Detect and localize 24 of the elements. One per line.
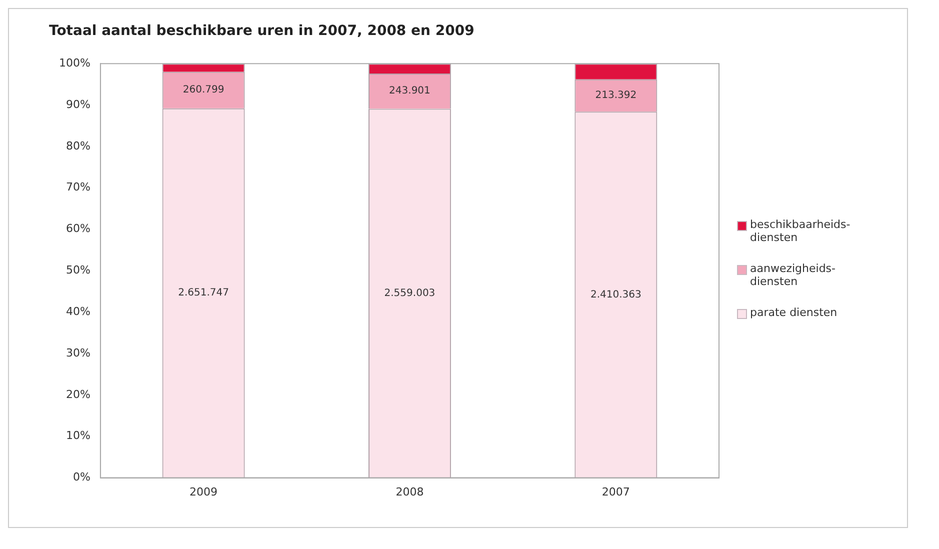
x-tick-label: 2009	[190, 485, 218, 498]
annotation: 2.410.363	[590, 289, 642, 300]
y-tick-label: 0%	[72, 470, 90, 484]
y-tick-label: 90%	[66, 98, 90, 111]
legend-label: aanwezigheids-diensten	[750, 262, 837, 288]
y-tick-label: 80%	[66, 139, 90, 152]
y-tick-label: 10%	[66, 429, 90, 442]
annotation: 2.559.003	[384, 288, 436, 299]
annotation: 2.651.747	[178, 288, 229, 299]
y-tick-label: 40%	[66, 304, 90, 318]
y-tick-label: 60%	[66, 222, 90, 236]
legend-label: parate diensten	[750, 306, 838, 318]
x-tick-label: 2007	[602, 485, 630, 498]
annotation: 213.392	[595, 90, 637, 102]
chart-title: Totaal aantal beschikbare uren in 2007, 2008 en 2009	[49, 23, 476, 39]
annotation: 260.799	[182, 84, 224, 96]
y-tick-label: 30%	[66, 346, 90, 360]
y-tick-label: 20%	[66, 388, 90, 401]
y-tick-label: 100%	[58, 56, 90, 70]
y-tick-label: 70%	[66, 180, 90, 194]
annotation: 243.901	[389, 86, 430, 97]
x-tick-label: 2008	[396, 485, 424, 498]
y-tick-label: 50%	[66, 264, 90, 277]
legend-label: beschikbaarheids-diensten	[750, 218, 852, 244]
